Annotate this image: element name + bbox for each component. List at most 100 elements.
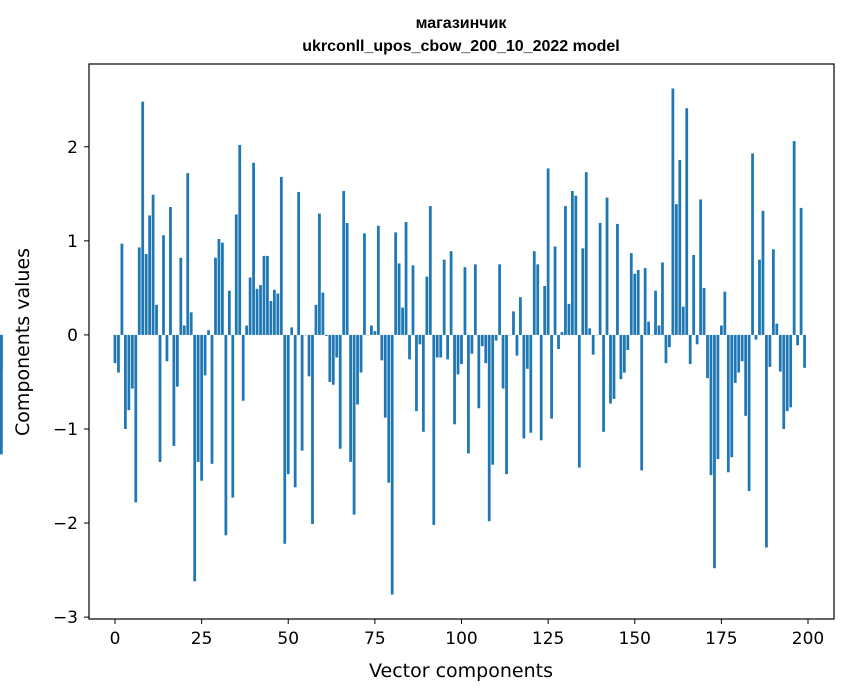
bar	[376, 225, 380, 335]
bar	[390, 334, 394, 595]
x-tick-label: 175	[705, 629, 737, 649]
bar	[716, 334, 720, 460]
x-tick-label: 100	[445, 629, 477, 649]
bar	[182, 325, 186, 335]
bar	[422, 334, 425, 432]
x-tick-label: 25	[191, 629, 213, 649]
bar	[796, 334, 799, 346]
bar	[127, 334, 131, 411]
bar	[519, 297, 522, 335]
bar	[668, 334, 671, 348]
bar	[654, 290, 657, 335]
bar	[730, 334, 734, 458]
bar	[148, 215, 152, 335]
bar	[567, 303, 571, 335]
x-tick-label: 200	[792, 629, 824, 649]
bar	[484, 334, 488, 364]
bar	[560, 332, 564, 335]
bar	[557, 334, 560, 350]
bar	[747, 334, 751, 492]
bar	[501, 334, 505, 389]
bar	[581, 248, 585, 335]
bar	[318, 213, 321, 335]
bar	[286, 334, 290, 475]
bar	[207, 330, 210, 335]
bar	[515, 334, 519, 356]
bar	[713, 334, 716, 569]
bar	[276, 293, 280, 335]
bar	[550, 334, 553, 419]
bar	[574, 195, 578, 335]
bar	[442, 259, 446, 335]
bar	[349, 334, 352, 462]
y-tick-label: 1	[67, 232, 78, 252]
bar	[768, 334, 772, 367]
bar	[297, 191, 301, 335]
bar	[169, 206, 172, 335]
bar	[124, 334, 127, 429]
y-axis-ticks: −3 −2 −1 0 1 2	[53, 138, 89, 628]
bar	[765, 334, 768, 548]
bar	[681, 306, 685, 335]
bar	[591, 334, 595, 355]
bar	[189, 312, 193, 335]
bar	[117, 334, 120, 373]
bar	[439, 334, 443, 358]
bar	[612, 334, 616, 399]
bar	[158, 334, 162, 462]
bar	[463, 267, 467, 335]
bar	[141, 101, 145, 335]
bar	[491, 334, 495, 465]
bar	[692, 254, 696, 335]
bar	[740, 334, 744, 362]
bar	[387, 334, 391, 483]
bar	[186, 173, 190, 335]
bar	[273, 289, 276, 335]
bar	[525, 334, 529, 369]
bar	[245, 325, 249, 335]
bar	[470, 334, 474, 354]
bar	[564, 206, 567, 335]
bar	[792, 141, 796, 335]
x-tick-label: 125	[532, 629, 564, 649]
bar	[584, 172, 588, 335]
bar	[130, 334, 134, 389]
bar	[477, 334, 481, 409]
bar	[279, 176, 283, 335]
bar	[754, 334, 758, 340]
bar	[241, 334, 245, 401]
bar	[664, 334, 668, 364]
bar	[324, 334, 328, 336]
bar	[720, 325, 723, 335]
bar	[678, 159, 682, 335]
bar	[529, 334, 533, 433]
x-tick-label: 150	[619, 629, 651, 649]
bar	[688, 334, 692, 365]
bar	[134, 334, 138, 503]
x-tick-label: 50	[277, 629, 299, 649]
bar	[512, 311, 515, 335]
bar	[255, 288, 259, 335]
bar	[661, 262, 664, 335]
bar	[328, 334, 332, 382]
bar	[546, 168, 550, 335]
bar	[113, 334, 117, 364]
bar	[674, 204, 678, 335]
bar	[435, 334, 439, 358]
bar	[342, 190, 346, 335]
bar	[356, 334, 359, 405]
bar	[577, 334, 581, 468]
bar	[778, 334, 782, 372]
bar	[505, 334, 508, 475]
bar	[467, 334, 470, 454]
bar	[352, 334, 356, 515]
bar	[647, 321, 650, 335]
bar	[144, 254, 148, 335]
bar	[203, 334, 207, 376]
bar	[744, 334, 748, 416]
bar	[695, 334, 699, 345]
bar	[571, 190, 574, 335]
bar	[269, 301, 273, 335]
bar	[401, 307, 404, 335]
